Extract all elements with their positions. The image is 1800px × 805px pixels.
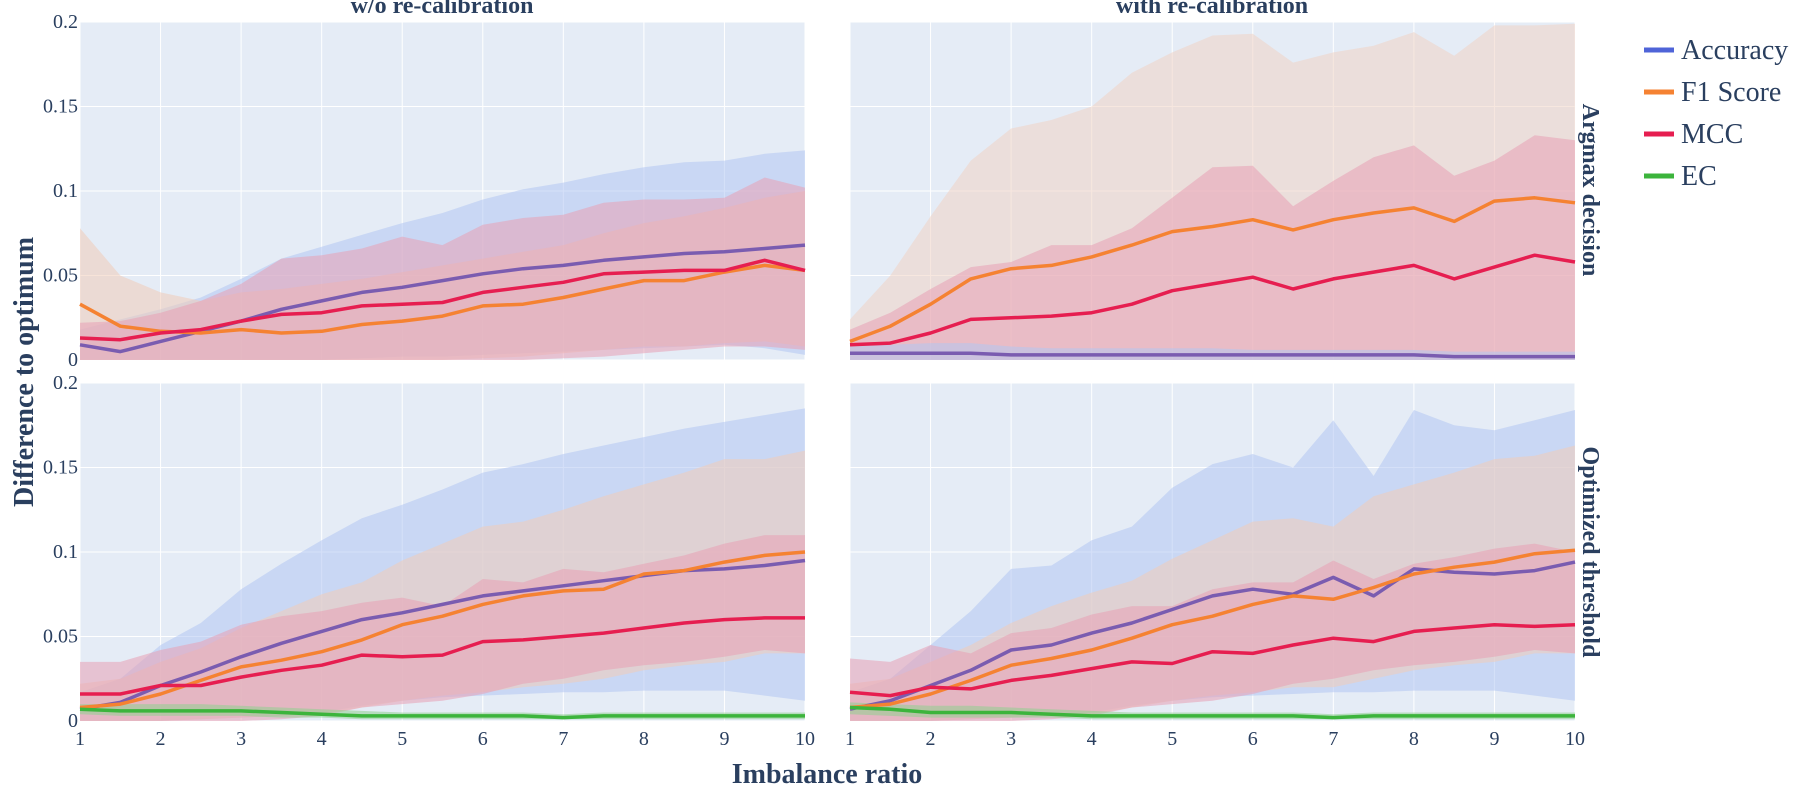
y-tick-label: 0.2: [53, 372, 78, 394]
x-tick-label: 2: [156, 728, 166, 750]
x-tick-label: 3: [1006, 728, 1016, 750]
line-accuracy: [850, 351, 1575, 359]
y-tick-label: 0.2: [53, 11, 78, 33]
x-tick-label: 10: [795, 728, 815, 750]
series-lines: [849, 196, 1576, 359]
x-tick-label: 8: [639, 728, 649, 750]
x-tick-label: 4: [317, 728, 327, 750]
line-f1-score: [79, 263, 806, 335]
legend-label: Accuracy: [1681, 35, 1788, 66]
col-title-0: w/o re-calibration: [351, 0, 534, 19]
legend: Accuracy F1 Score MCC EC: [1644, 35, 1788, 192]
x-tick-label: 2: [926, 728, 936, 750]
panel-0-1: [849, 21, 1576, 361]
line-accuracy: [849, 560, 1576, 711]
x-tick-label: 6: [478, 728, 488, 750]
x-axis-title: Imbalance ratio: [732, 759, 923, 790]
x-tick-label: 8: [1409, 728, 1419, 750]
x-tick-label: 9: [1489, 728, 1499, 750]
panel-1-1: 1 2 3 4 5 6 7 8 9 10: [845, 382, 1585, 750]
line-ec: [849, 705, 1575, 720]
panels-layer: 00.050.10.150.200.050.10.150.21 2 3 4 5 6 7 8 9 1…: [43, 11, 1585, 750]
series-lines: [79, 243, 806, 354]
x-tick-label: 1: [75, 728, 85, 750]
band-mcc: [850, 135, 1575, 360]
x-tick-label: 6: [1248, 728, 1258, 750]
x-tick-label: 9: [719, 728, 729, 750]
row-title-0: Argmax decision: [1577, 104, 1603, 277]
line-ec: [79, 707, 805, 720]
col-title-1: with re-calibration: [1116, 0, 1308, 19]
legend-label: F1 Score: [1681, 77, 1781, 108]
x-tick-label: 3: [236, 728, 246, 750]
line-f1-score: [79, 550, 806, 710]
y-tick-label: 0.1: [53, 180, 78, 202]
x-tick-label: 5: [397, 728, 407, 750]
x-tick-label: 7: [558, 728, 568, 750]
panel-1-0: 0 0.05 0.1 0.15 0.2 1 2 3 4 5 6 7 8 9 10: [43, 372, 815, 750]
y-tick-label: 0: [68, 710, 78, 732]
legend-item-ec[interactable]: EC: [1644, 161, 1717, 192]
line-f1-score: [849, 196, 1576, 344]
legend-item-accuracy[interactable]: Accuracy: [1644, 35, 1788, 66]
y-axis-title: Difference to optimum: [9, 237, 40, 507]
line-f1-score: [849, 548, 1576, 710]
line-mcc: [79, 258, 806, 342]
y-tick-label: 0.05: [43, 265, 78, 287]
series-lines: [849, 548, 1576, 720]
x-tick-label: 10: [1565, 728, 1585, 750]
legend-label: EC: [1681, 161, 1717, 192]
row-title-1: Optimized threshold: [1577, 447, 1603, 659]
confidence-bands: [850, 23, 1575, 360]
line-mcc: [849, 253, 1576, 347]
panel-0-0: 0 0.05 0.1 0.15 0.2: [43, 11, 806, 371]
x-tick-label: 4: [1087, 728, 1097, 750]
legend-item-f1-score[interactable]: F1 Score: [1644, 77, 1781, 108]
legend-item-mcc[interactable]: MCC: [1644, 119, 1743, 150]
series-lines: [79, 550, 806, 720]
y-tick-label: 0.1: [53, 541, 78, 563]
line-mcc: [849, 622, 1576, 698]
x-tick-label: 1: [845, 728, 855, 750]
y-tick-label: 0.05: [43, 626, 78, 648]
y-tick-label: 0.15: [43, 96, 78, 118]
y-tick-label: 0: [68, 349, 78, 371]
legend-label: MCC: [1681, 119, 1743, 150]
x-tick-label: 7: [1328, 728, 1338, 750]
y-tick-label: 0.15: [43, 457, 78, 479]
x-tick-label: 5: [1167, 728, 1177, 750]
line-mcc: [80, 616, 805, 696]
